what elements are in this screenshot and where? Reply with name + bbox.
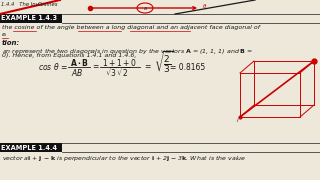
Text: =: = <box>92 62 98 71</box>
Text: e.: e. <box>2 32 8 37</box>
Text: $\mathbf{A \cdot B}$: $\mathbf{A \cdot B}$ <box>70 57 89 69</box>
Text: EXAMPLE 1.4.4: EXAMPLE 1.4.4 <box>1 145 57 150</box>
Bar <box>0 14 62 23</box>
Text: an represent the two diagonals in question by the vectors $\mathbf{A}$ = (1, 1, : an represent the two diagonals in questi… <box>2 47 253 56</box>
Text: 0). Hence, from Equations 1.4.1 and 1.4.6,: 0). Hence, from Equations 1.4.1 and 1.4.… <box>2 53 136 58</box>
Text: $\sqrt{\dfrac{2}{3}}$: $\sqrt{\dfrac{2}{3}}$ <box>154 49 174 75</box>
Bar <box>0 143 62 152</box>
Text: Cosines: Cosines <box>38 2 59 7</box>
Text: vector a$\mathbf{i}$ + $\mathbf{j}$ $-$ $\mathbf{k}$ is perpendicular to the vec: vector a$\mathbf{i}$ + $\mathbf{j}$ $-$ … <box>2 154 246 163</box>
Text: $1 + 1 + 0$: $1 + 1 + 0$ <box>102 57 137 69</box>
Text: = 0.8165: = 0.8165 <box>170 62 205 71</box>
Text: $\theta$: $\theta$ <box>202 2 208 10</box>
Text: the cosine of the angle between a long diagonal and an adjacent face diagonal of: the cosine of the angle between a long d… <box>2 25 260 30</box>
Text: i: i <box>237 118 238 123</box>
Text: tion:: tion: <box>2 40 20 46</box>
Text: $AB$: $AB$ <box>71 66 84 78</box>
Text: EXAMPLE 1.4.3: EXAMPLE 1.4.3 <box>1 15 57 21</box>
Text: $\sqrt{3}\sqrt{2}$: $\sqrt{3}\sqrt{2}$ <box>105 65 130 79</box>
Text: cos $\theta$ =: cos $\theta$ = <box>38 62 68 73</box>
Text: a: a <box>143 6 147 10</box>
Text: 1.4.4   The Inv: 1.4.4 The Inv <box>1 2 39 7</box>
Text: =: = <box>144 62 150 71</box>
